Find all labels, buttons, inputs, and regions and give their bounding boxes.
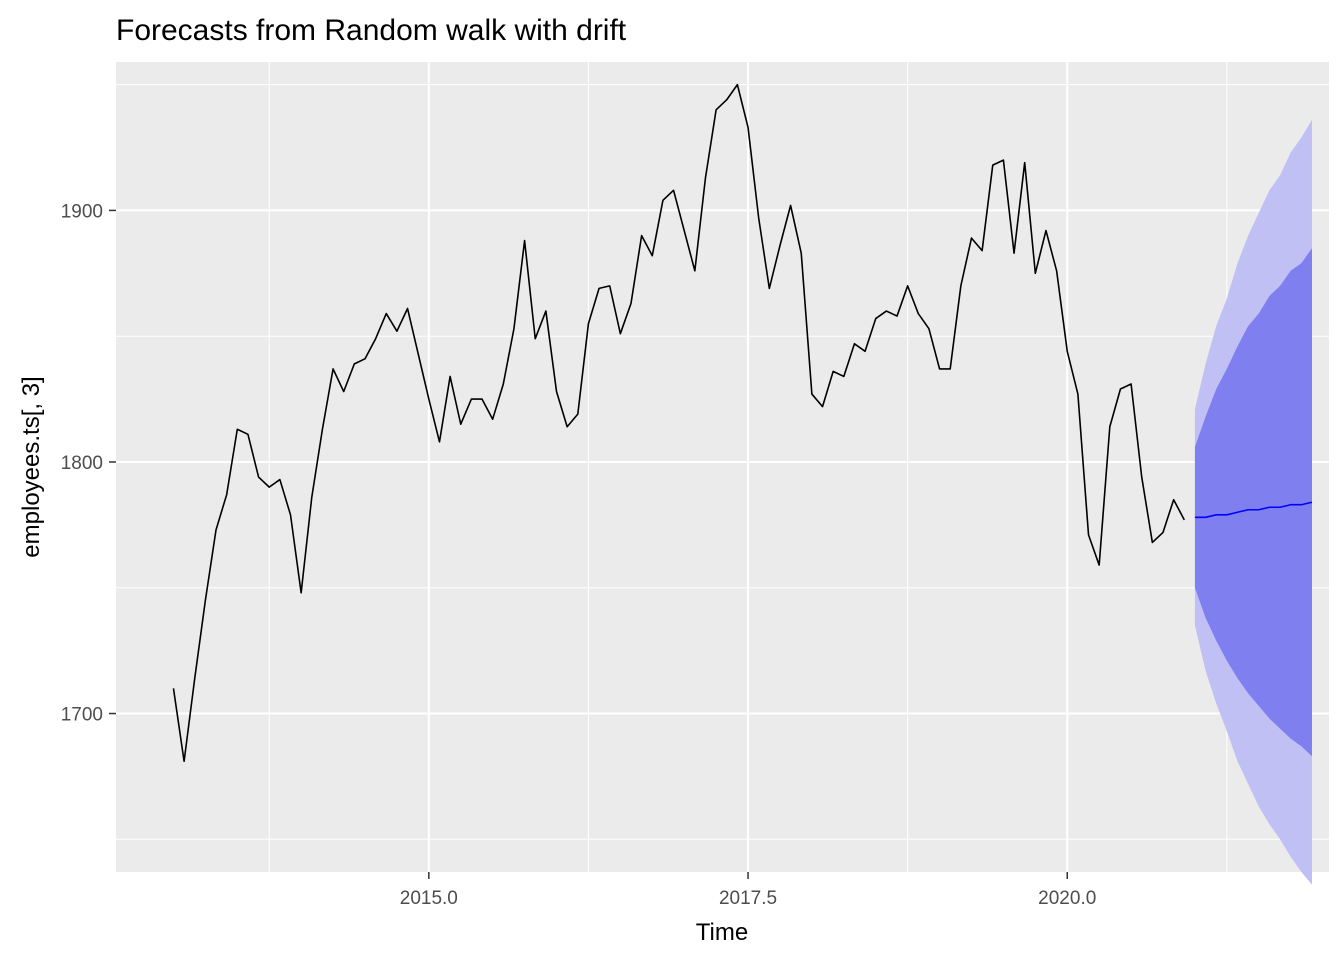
history-line — [172, 83, 1185, 763]
y-tick-label: 1700 — [61, 705, 103, 726]
y-axis-title: employees.ts[, 3] — [18, 376, 45, 557]
grid-minor — [116, 62, 1329, 872]
series-lines — [172, 83, 1313, 763]
chart-title: Forecasts from Random walk with drift — [116, 14, 627, 47]
x-tick-label: 2015.0 — [400, 888, 458, 909]
y-tick-label: 1900 — [61, 201, 103, 222]
grid-major — [116, 62, 1329, 872]
x-axis-ticks: 2015.0 2017.5 2020.0 — [400, 872, 1096, 909]
forecast-line — [1194, 501, 1313, 519]
prediction-intervals — [1194, 119, 1312, 885]
y-axis-ticks: 1700 1800 1900 — [61, 201, 116, 726]
interval-80-band — [1194, 248, 1312, 757]
x-tick-label: 2020.0 — [1038, 888, 1096, 909]
plot-panel — [116, 62, 1329, 872]
x-axis-title: Time — [696, 919, 748, 946]
y-tick-label: 1800 — [61, 453, 103, 474]
x-tick-label: 2017.5 — [719, 888, 777, 909]
